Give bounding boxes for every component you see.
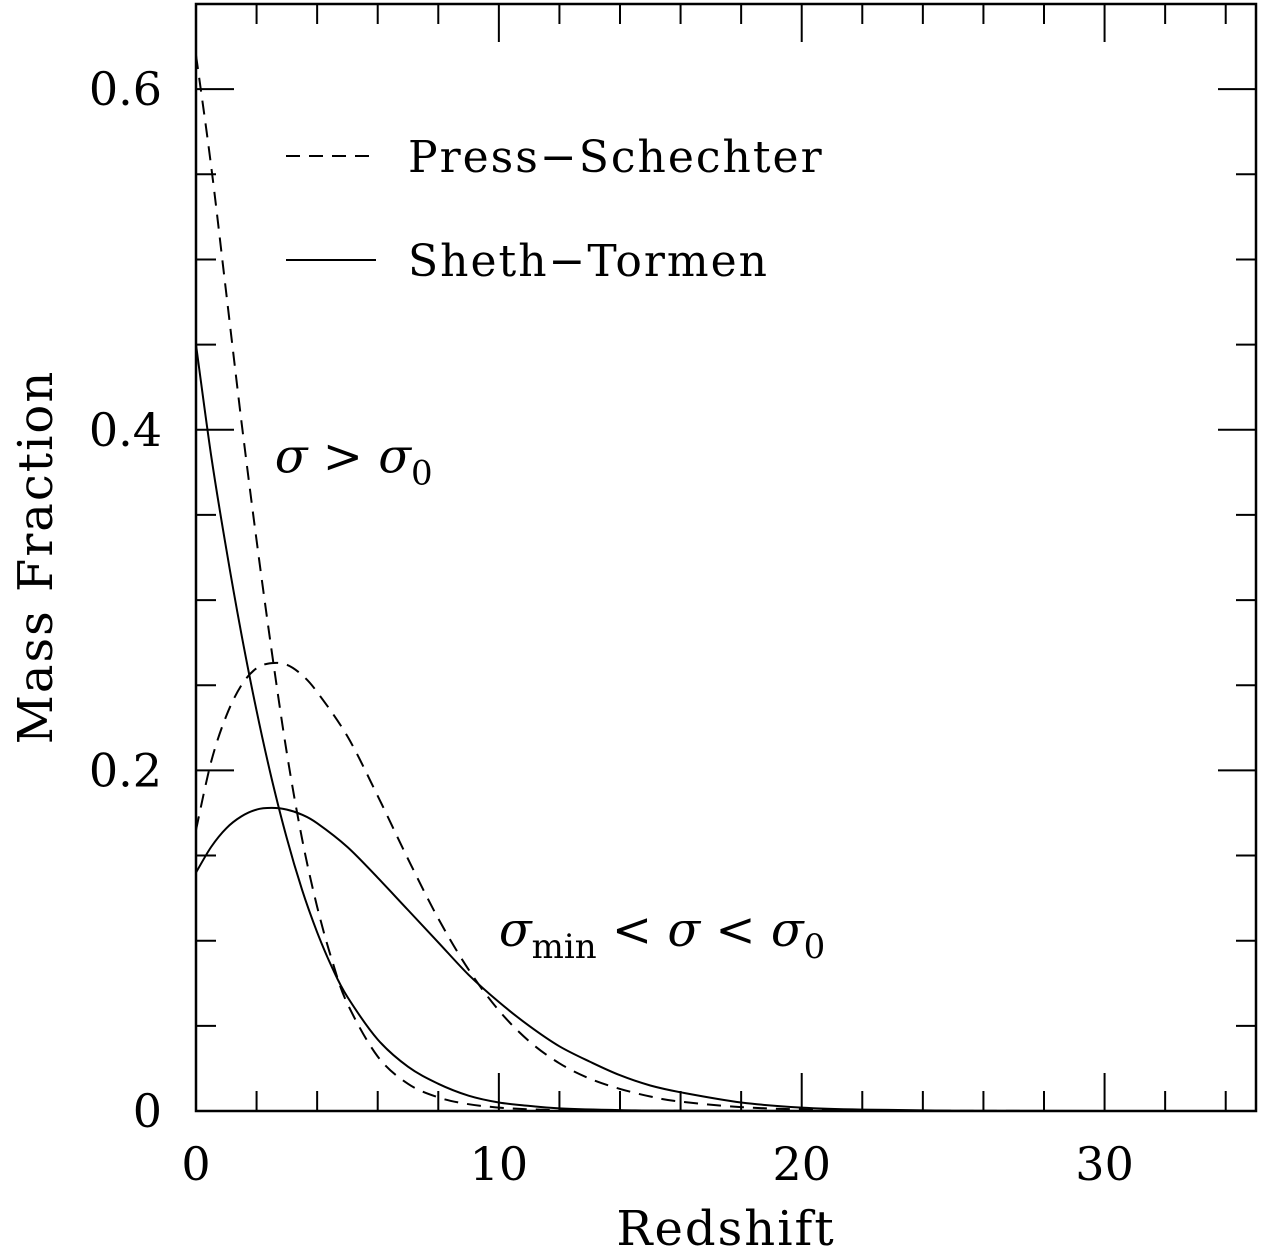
annotation-sigma-gt-sigma0: σ > σ0	[275, 428, 433, 493]
x-tick-label: 10	[470, 1137, 529, 1191]
y-tick-label: 0.2	[89, 743, 162, 797]
legend-label-sheth-tormen: Sheth−Tormen	[408, 236, 769, 287]
x-tick-label: 0	[181, 1137, 210, 1191]
y-tick-label: 0.6	[89, 62, 162, 116]
press-schechter-curve-range	[195, 661, 1256, 1113]
plot-frame	[194, 2, 1258, 1113]
y-tick-label: 0.4	[89, 403, 162, 457]
x-tick-label: 20	[772, 1137, 831, 1191]
sheth-tormen-curve-range	[195, 806, 1257, 1113]
press-schechter-curve-high	[195, 54, 1256, 1113]
legend-label-press-schechter: Press−Schechter	[408, 132, 824, 183]
x-axis-title: Redshift	[616, 1201, 835, 1257]
x-tick-label: 30	[1075, 1137, 1134, 1191]
y-tick-label: 0	[133, 1084, 162, 1138]
annotation-sigma-range: σmin < σ < σ0	[499, 902, 825, 967]
legend: Press−Schechter Sheth−Tormen	[286, 132, 824, 287]
x-tick-labels: 0 10 20 30	[181, 1137, 1133, 1191]
y-tick-labels: 0 0.2 0.4 0.6	[89, 62, 162, 1138]
y-axis-title: Mass Fraction	[8, 370, 64, 745]
